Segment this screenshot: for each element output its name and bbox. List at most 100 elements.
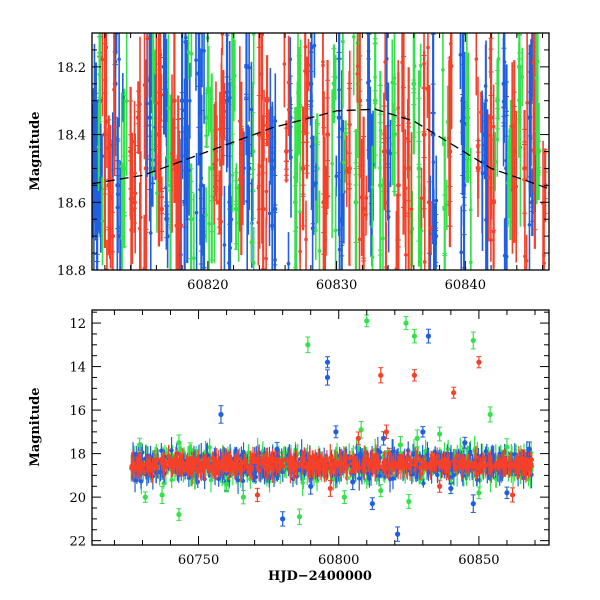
data-point bbox=[219, 219, 224, 224]
data-point bbox=[298, 103, 303, 108]
data-point bbox=[321, 63, 325, 68]
band-point bbox=[328, 462, 333, 468]
band-point bbox=[473, 455, 479, 460]
data-point bbox=[488, 133, 493, 138]
band-point bbox=[259, 460, 264, 466]
data-point bbox=[429, 226, 433, 230]
data-point bbox=[330, 161, 334, 166]
band-point bbox=[304, 464, 309, 470]
band-point bbox=[256, 468, 262, 473]
band-point bbox=[429, 458, 435, 464]
band-point bbox=[299, 462, 304, 467]
band-point bbox=[362, 463, 367, 468]
data-point bbox=[303, 44, 308, 49]
data-point bbox=[488, 56, 492, 60]
data-point bbox=[119, 164, 124, 169]
data-point bbox=[504, 444, 510, 450]
data-point bbox=[296, 514, 303, 520]
data-point bbox=[421, 132, 427, 137]
data-point bbox=[246, 177, 251, 182]
band-point bbox=[489, 467, 494, 472]
data-point bbox=[202, 49, 206, 53]
data-point bbox=[234, 185, 239, 190]
data-point bbox=[327, 485, 333, 492]
data-point bbox=[283, 149, 289, 154]
data-point bbox=[251, 33, 256, 36]
band-point bbox=[167, 458, 172, 463]
band-point bbox=[446, 462, 452, 468]
data-point bbox=[224, 90, 229, 95]
band-point bbox=[465, 464, 470, 470]
data-point bbox=[142, 494, 148, 500]
data-point bbox=[341, 494, 347, 500]
data-point bbox=[313, 139, 318, 144]
band-point bbox=[355, 461, 360, 466]
data-point bbox=[247, 65, 251, 70]
band-point bbox=[237, 465, 242, 471]
data-point bbox=[495, 137, 500, 142]
data-point bbox=[353, 199, 359, 205]
data-point bbox=[479, 110, 483, 115]
band-point bbox=[526, 477, 531, 482]
top-ylabel: Magnitude bbox=[28, 111, 43, 190]
data-point bbox=[97, 72, 102, 77]
band-point bbox=[421, 460, 427, 466]
band-point bbox=[161, 458, 166, 464]
band-point bbox=[316, 466, 322, 471]
band-point bbox=[203, 465, 208, 470]
data-point bbox=[96, 145, 101, 149]
band-point bbox=[417, 458, 423, 464]
band-point bbox=[527, 457, 532, 463]
data-point bbox=[214, 137, 218, 141]
ticks bbox=[92, 310, 549, 545]
band-point bbox=[324, 458, 330, 463]
data-point bbox=[333, 228, 338, 233]
data-point bbox=[229, 217, 234, 222]
data-point bbox=[117, 57, 121, 62]
band-point bbox=[195, 461, 200, 466]
band-point bbox=[185, 463, 190, 468]
band-point bbox=[516, 467, 521, 472]
data-point bbox=[312, 43, 317, 48]
data-point bbox=[252, 470, 258, 476]
data-point bbox=[531, 60, 536, 65]
data-point bbox=[317, 249, 322, 253]
data-point bbox=[504, 158, 508, 163]
data-point bbox=[502, 60, 507, 64]
data-point bbox=[188, 99, 192, 103]
data-point bbox=[337, 247, 342, 252]
data-point bbox=[419, 228, 424, 233]
band-point bbox=[288, 459, 294, 464]
data-point bbox=[264, 189, 269, 194]
band-point bbox=[316, 459, 321, 464]
data-point bbox=[175, 227, 180, 231]
data-point bbox=[355, 64, 360, 69]
band-point bbox=[170, 461, 175, 466]
band-point bbox=[497, 464, 503, 470]
data-point bbox=[527, 222, 532, 227]
data-point bbox=[183, 137, 188, 142]
data-point bbox=[341, 160, 346, 165]
data-point bbox=[200, 232, 205, 237]
band-point bbox=[453, 466, 459, 472]
series-2-streaks bbox=[100, 33, 546, 270]
data-point bbox=[351, 35, 356, 39]
series-0 bbox=[218, 328, 532, 542]
band-point bbox=[246, 450, 251, 455]
data-point bbox=[189, 51, 194, 56]
data-point bbox=[378, 372, 384, 378]
data-point bbox=[378, 488, 384, 494]
data-point bbox=[308, 459, 314, 465]
data-point bbox=[249, 107, 254, 112]
data-point bbox=[388, 151, 393, 156]
band-point bbox=[393, 460, 398, 465]
data-point bbox=[340, 39, 345, 44]
data-point bbox=[483, 84, 488, 88]
data-point bbox=[390, 80, 395, 85]
data-point bbox=[532, 150, 536, 154]
data-point bbox=[179, 98, 185, 104]
data-point bbox=[476, 145, 480, 149]
data-point bbox=[306, 63, 311, 67]
band-point bbox=[460, 464, 466, 470]
